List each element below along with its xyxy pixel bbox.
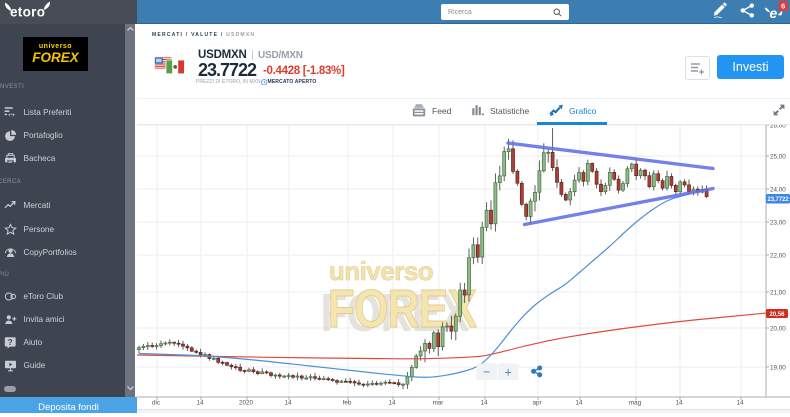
- svg-text:14: 14: [480, 400, 488, 407]
- svg-text:20,56: 20,56: [770, 312, 786, 318]
- svg-text:23,7722: 23,7722: [768, 197, 790, 203]
- svg-text:14: 14: [736, 400, 744, 407]
- svg-text:14: 14: [575, 400, 583, 407]
- svg-text:20,00: 20,00: [770, 325, 786, 332]
- svg-text:+: +: [505, 366, 512, 380]
- svg-text:14: 14: [196, 400, 204, 407]
- svg-text:e: e: [770, 5, 778, 21]
- svg-text:2020: 2020: [239, 400, 254, 407]
- svg-text:22,00: 22,00: [770, 252, 786, 259]
- svg-text:14: 14: [675, 400, 683, 407]
- svg-text:25,00: 25,00: [770, 153, 786, 160]
- svg-text:26,00: 26,00: [770, 125, 786, 129]
- svg-text:14: 14: [388, 400, 396, 407]
- svg-text:?: ?: [8, 338, 13, 347]
- svg-text:21,00: 21,00: [770, 289, 786, 296]
- svg-text:14: 14: [284, 400, 292, 407]
- svg-text:19,00: 19,00: [770, 364, 786, 371]
- svg-text:FOREX: FOREX: [320, 283, 469, 343]
- svg-text:feb: feb: [343, 400, 352, 407]
- svg-text:mag: mag: [629, 400, 642, 407]
- svg-text:−: −: [483, 365, 490, 379]
- svg-text:24,00: 24,00: [770, 186, 786, 193]
- svg-text:etoro: etoro: [10, 5, 45, 20]
- svg-text:dic: dic: [152, 400, 160, 407]
- svg-text:FOREX: FOREX: [328, 279, 477, 339]
- svg-text:23,00: 23,00: [770, 219, 786, 226]
- svg-text:mar: mar: [433, 400, 444, 407]
- svg-text:apr: apr: [532, 400, 541, 407]
- svg-text:6: 6: [781, 2, 785, 11]
- svg-text:universo: universo: [329, 256, 433, 286]
